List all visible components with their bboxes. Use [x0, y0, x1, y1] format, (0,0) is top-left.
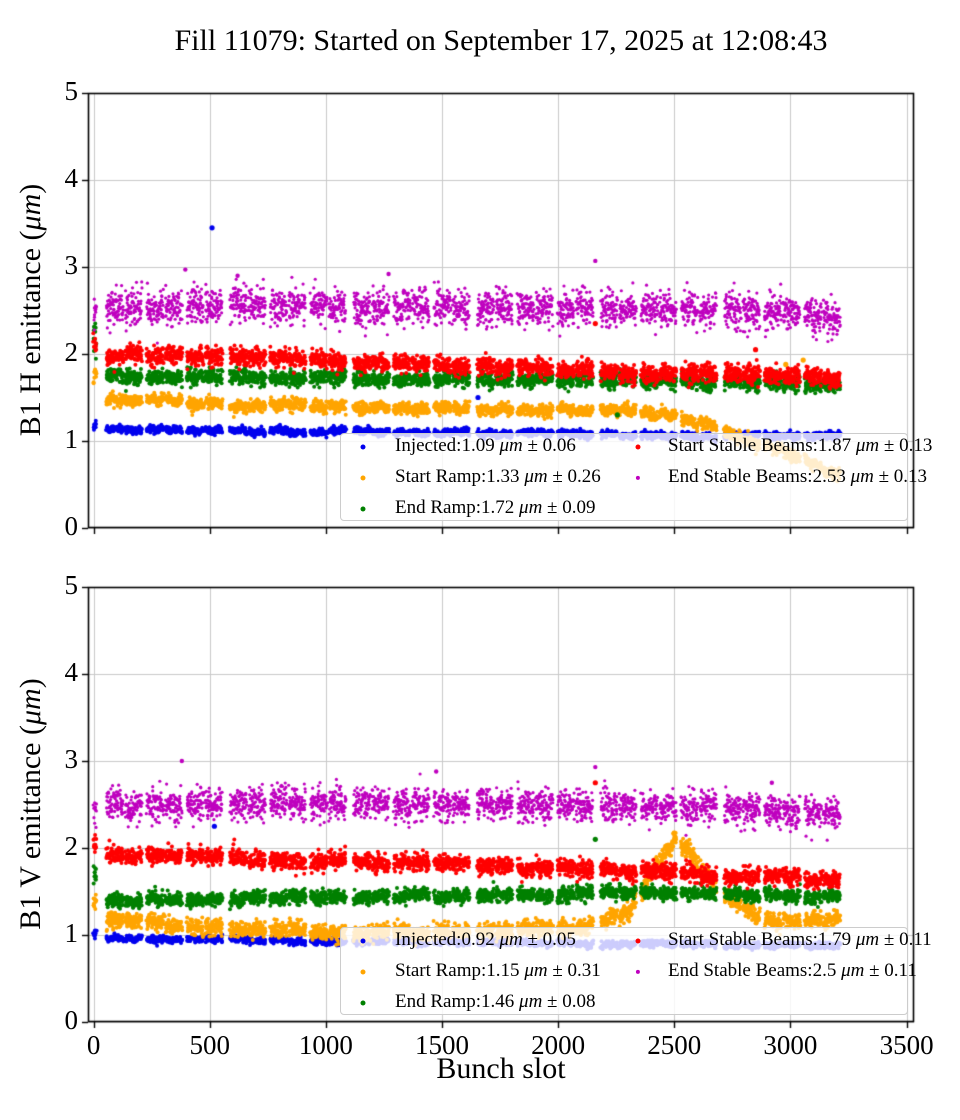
y-axis-label-b1h-unit: μm [14, 193, 47, 231]
legend-marker-dot [360, 475, 366, 481]
figure-title: Fill 11079: Started on September 17, 202… [174, 24, 828, 57]
x-tick-label: 3500 [879, 1030, 934, 1060]
legend-entry-label: Start Ramp:1.15 μm ± 0.31 [395, 960, 601, 982]
legend-marker-dot [360, 969, 366, 975]
legend-entry-label: Injected:0.92 μm ± 0.05 [395, 929, 576, 951]
x-tick-label: 500 [189, 1030, 230, 1060]
y-axis-label-b1v-close: ) [14, 678, 47, 689]
y-tick-label: 2 [64, 830, 79, 861]
y-tick-label: 3 [64, 249, 79, 280]
y-tick-label: 0 [64, 510, 79, 541]
legend-marker-dot [360, 444, 366, 450]
x-tick-label: 0 [86, 1030, 101, 1060]
legend-entry-label: End Stable Beams:2.53 μm ± 0.13 [668, 466, 928, 488]
legend-marker-dot [635, 969, 641, 975]
legend-entry-label: End Ramp:1.46 μm ± 0.08 [395, 991, 596, 1013]
y-axis-label-b1v-text: B1 V emittance ( [14, 725, 47, 930]
x-tick-label: 1000 [298, 1030, 353, 1060]
x-tick-label: 2000 [531, 1030, 586, 1060]
legend-entry-label: End Stable Beams:2.5 μm ± 0.11 [668, 960, 917, 982]
y-axis-label-b1v-unit: μm [14, 688, 47, 726]
legend-marker-dot [360, 938, 366, 944]
legend: Injected:0.92 μm ± 0.05 Start Ramp:1.15 μ… [340, 927, 932, 1015]
y-tick-label: 5 [64, 75, 79, 106]
legend-marker-dot [360, 1000, 366, 1006]
y-tick-label: 0 [64, 1004, 79, 1035]
x-tick-label: 3000 [763, 1030, 818, 1060]
y-tick-label: 4 [64, 162, 79, 193]
y-axis-label-b1h-close: ) [14, 183, 47, 194]
legend-marker-dot [635, 475, 641, 481]
y-tick-label: 1 [64, 423, 79, 454]
legend-entry-label: End Ramp:1.72 μm ± 0.09 [395, 497, 596, 519]
y-tick-label: 2 [64, 336, 79, 367]
legend-entry-label: Start Ramp:1.33 μm ± 0.26 [395, 466, 601, 488]
y-tick-label: 5 [64, 569, 79, 600]
x-tick-label: 1500 [415, 1030, 469, 1060]
x-tick-label: 2500 [647, 1030, 702, 1060]
legend: Injected:1.09 μm ± 0.06 Start Ramp:1.33 μ… [340, 433, 932, 521]
legend-marker-dot [360, 506, 366, 512]
y-tick-label: 1 [64, 917, 79, 948]
legend-marker-dot [635, 938, 641, 944]
y-axis-label-b1h-text: B1 H emittance ( [14, 230, 47, 437]
legend-marker-dot [635, 444, 641, 450]
y-axis-label-b1h: B1 H emittance (μm) [14, 184, 48, 437]
legend-entry-label: Injected:1.09 μm ± 0.06 [395, 435, 576, 457]
legend-entry-label: Start Stable Beams:1.79 μm ± 0.11 [668, 929, 932, 951]
y-axis-label-b1v: B1 V emittance (μm) [14, 678, 48, 929]
y-tick-label: 3 [64, 743, 79, 774]
y-tick-label: 4 [64, 656, 79, 687]
legend-entry-label: Start Stable Beams:1.87 μm ± 0.13 [668, 435, 933, 457]
x-axis-label: Bunch slot [436, 1052, 566, 1085]
